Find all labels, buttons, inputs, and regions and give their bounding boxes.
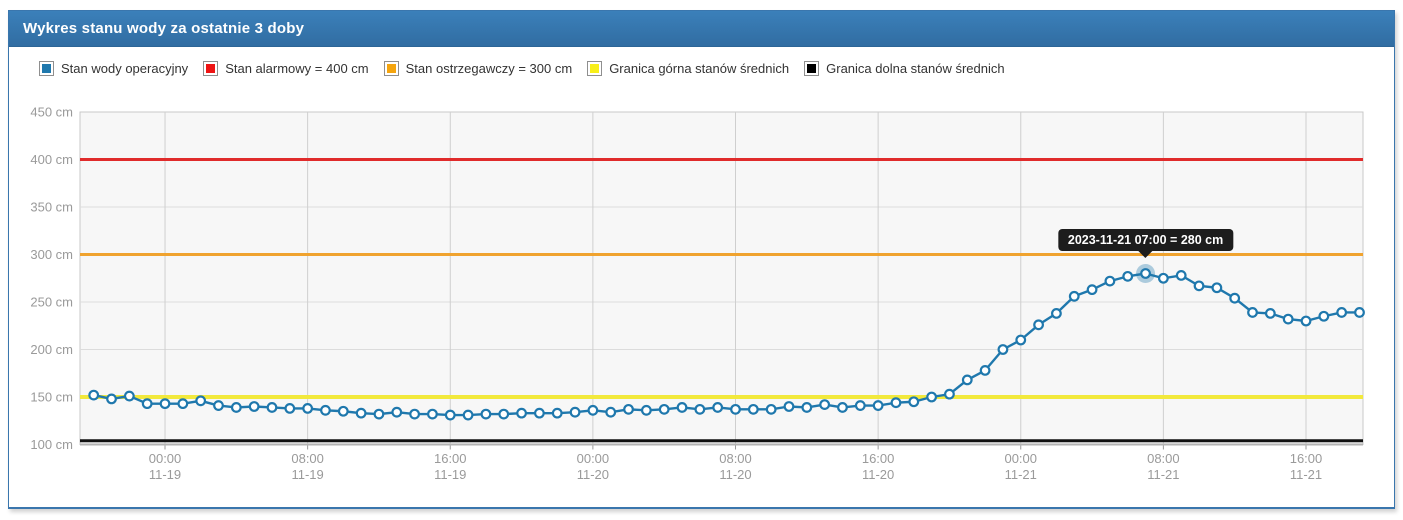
data-point[interactable] [534, 407, 545, 419]
data-point[interactable] [141, 398, 153, 410]
legend-label: Stan wody operacyjny [61, 61, 189, 76]
data-point[interactable] [1104, 275, 1116, 287]
data-point[interactable] [640, 404, 652, 416]
data-point[interactable] [551, 407, 563, 419]
data-point[interactable] [1300, 315, 1312, 327]
legend-label: Granica górna stanów średnich [609, 61, 790, 76]
data-point[interactable] [979, 365, 991, 376]
data-point[interactable] [587, 404, 599, 416]
data-point[interactable] [391, 406, 403, 418]
data-point[interactable] [123, 390, 135, 402]
data-point[interactable] [106, 393, 117, 405]
panel-title: Wykres stanu wody za ostatnie 3 doby [23, 20, 305, 37]
data-point[interactable] [730, 403, 741, 415]
data-point[interactable] [1282, 313, 1294, 325]
data-point[interactable] [890, 397, 902, 409]
data-point[interactable] [1318, 310, 1330, 322]
data-point[interactable] [605, 406, 617, 418]
chart-legend: Stan wody operacyjny Stan alarmowy = 400… [9, 47, 1394, 76]
data-point[interactable] [997, 344, 1009, 355]
data-point[interactable] [195, 395, 207, 407]
legend-label: Stan alarmowy = 400 cm [225, 61, 369, 76]
data-point[interactable] [266, 402, 278, 413]
data-point[interactable] [337, 405, 349, 417]
data-point[interactable] [1247, 307, 1258, 318]
data-point[interactable] [1086, 284, 1098, 296]
data-point[interactable] [1175, 270, 1187, 281]
data-point[interactable] [569, 406, 581, 418]
data-point[interactable] [908, 396, 920, 408]
data-point[interactable] [1354, 307, 1365, 318]
legend-item-operational[interactable]: Stan wody operacyjny [39, 61, 188, 76]
water-level-panel: Wykres stanu wody za ostatnie 3 doby Sta… [8, 10, 1395, 509]
legend-item-warning[interactable]: Stan ostrzegawczy = 300 cm [383, 61, 573, 76]
legend-swatch-upper-mean-icon [587, 61, 603, 76]
data-point[interactable] [623, 403, 634, 415]
data-point[interactable] [284, 403, 296, 414]
data-point[interactable] [1229, 292, 1241, 304]
data-point[interactable] [1264, 308, 1276, 319]
data-point[interactable] [694, 403, 706, 415]
data-point[interactable] [961, 374, 973, 386]
data-point[interactable] [462, 409, 474, 421]
data-point[interactable] [926, 391, 938, 403]
data-point[interactable] [712, 402, 724, 413]
data-point[interactable] [159, 398, 171, 410]
data-point[interactable] [1015, 334, 1027, 346]
data-point[interactable] [373, 408, 385, 420]
data-point[interactable] [1193, 280, 1205, 292]
data-point[interactable] [1211, 282, 1223, 294]
legend-swatch-alarm-icon [203, 61, 219, 76]
data-point[interactable] [248, 401, 260, 412]
data-point[interactable] [801, 402, 813, 413]
data-point[interactable] [747, 403, 759, 415]
panel-header: Wykres stanu wody za ostatnie 3 doby [9, 11, 1394, 47]
data-point[interactable] [498, 408, 510, 420]
data-point[interactable] [1051, 308, 1062, 319]
data-point[interactable] [177, 398, 189, 410]
chart-tooltip: 2023-11-21 07:00 = 280 cm [1057, 228, 1234, 251]
data-point[interactable] [676, 402, 688, 413]
data-point[interactable] [230, 402, 242, 413]
data-point[interactable] [320, 404, 331, 416]
legend-label: Granica dolna stanów średnich [826, 61, 1005, 76]
data-point[interactable] [1336, 307, 1348, 318]
data-point[interactable] [944, 388, 955, 400]
data-point[interactable] [213, 400, 224, 411]
data-point[interactable] [480, 408, 492, 420]
data-point[interactable] [1033, 319, 1044, 331]
data-point[interactable] [516, 407, 527, 419]
legend-swatch-lower-mean-icon [804, 61, 820, 76]
legend-item-upper-mean[interactable]: Granica górna stanów średnich [587, 61, 789, 76]
legend-swatch-operational-icon [39, 61, 54, 76]
data-point[interactable] [783, 401, 795, 412]
data-point[interactable] [837, 402, 848, 413]
data-point[interactable] [872, 400, 884, 411]
legend-label: Stan ostrzegawczy = 300 cm [405, 61, 573, 76]
data-point[interactable] [819, 399, 831, 411]
data-point[interactable] [765, 403, 777, 415]
data-point[interactable] [355, 407, 367, 419]
data-point[interactable] [1122, 270, 1134, 282]
legend-item-alarm[interactable]: Stan alarmowy = 400 cm [203, 61, 369, 76]
data-point[interactable] [854, 400, 866, 411]
data-point-highlighted[interactable] [1140, 268, 1151, 279]
data-point[interactable] [88, 389, 100, 401]
legend-item-lower-mean[interactable]: Granica dolna stanów średnich [804, 61, 1005, 76]
data-point[interactable] [658, 403, 670, 415]
data-point[interactable] [1157, 272, 1169, 284]
data-point[interactable] [302, 403, 314, 414]
data-point[interactable] [1068, 290, 1080, 302]
data-point[interactable] [444, 409, 456, 421]
legend-swatch-warning-icon [383, 61, 399, 76]
data-point[interactable] [427, 408, 438, 420]
data-point[interactable] [409, 408, 421, 420]
